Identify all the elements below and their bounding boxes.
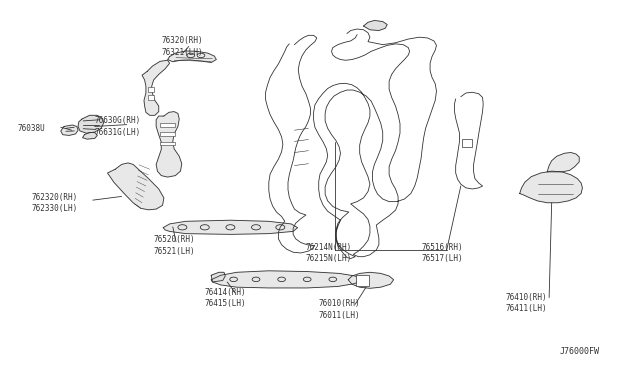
Polygon shape <box>83 132 97 139</box>
Text: 76516(RH)
76517(LH): 76516(RH) 76517(LH) <box>421 243 463 263</box>
Bar <box>148 87 154 92</box>
Text: 762320(RH)
762330(LH): 762320(RH) 762330(LH) <box>32 193 78 213</box>
Polygon shape <box>211 272 225 282</box>
Polygon shape <box>61 125 78 135</box>
Bar <box>160 123 175 127</box>
Polygon shape <box>163 220 298 234</box>
Polygon shape <box>108 163 164 210</box>
Polygon shape <box>364 20 387 31</box>
Bar <box>148 95 154 100</box>
Text: 76410(RH)
76411(LH): 76410(RH) 76411(LH) <box>506 293 547 313</box>
Text: 76038U: 76038U <box>18 124 45 133</box>
Text: 76414(RH)
76415(LH): 76414(RH) 76415(LH) <box>205 288 246 308</box>
Bar <box>356 275 369 286</box>
Polygon shape <box>348 272 394 288</box>
Text: J76000FW: J76000FW <box>560 347 600 356</box>
Text: 76214N(RH)
76215N(LH): 76214N(RH) 76215N(LH) <box>306 243 352 263</box>
Polygon shape <box>168 51 216 62</box>
Bar <box>462 139 472 147</box>
Polygon shape <box>156 112 182 177</box>
Polygon shape <box>520 171 582 203</box>
Polygon shape <box>142 60 170 115</box>
Polygon shape <box>211 271 360 288</box>
Text: 76630G(RH)
76631G(LH): 76630G(RH) 76631G(LH) <box>95 116 141 137</box>
Text: 76010(RH)
76011(LH): 76010(RH) 76011(LH) <box>319 299 360 320</box>
Polygon shape <box>78 115 104 133</box>
Text: 76520(RH)
76521(LH): 76520(RH) 76521(LH) <box>154 235 195 256</box>
Text: 76320(RH)
76321(LH): 76320(RH) 76321(LH) <box>161 36 203 57</box>
Bar <box>160 142 175 145</box>
Bar <box>160 132 175 136</box>
Polygon shape <box>547 153 579 172</box>
